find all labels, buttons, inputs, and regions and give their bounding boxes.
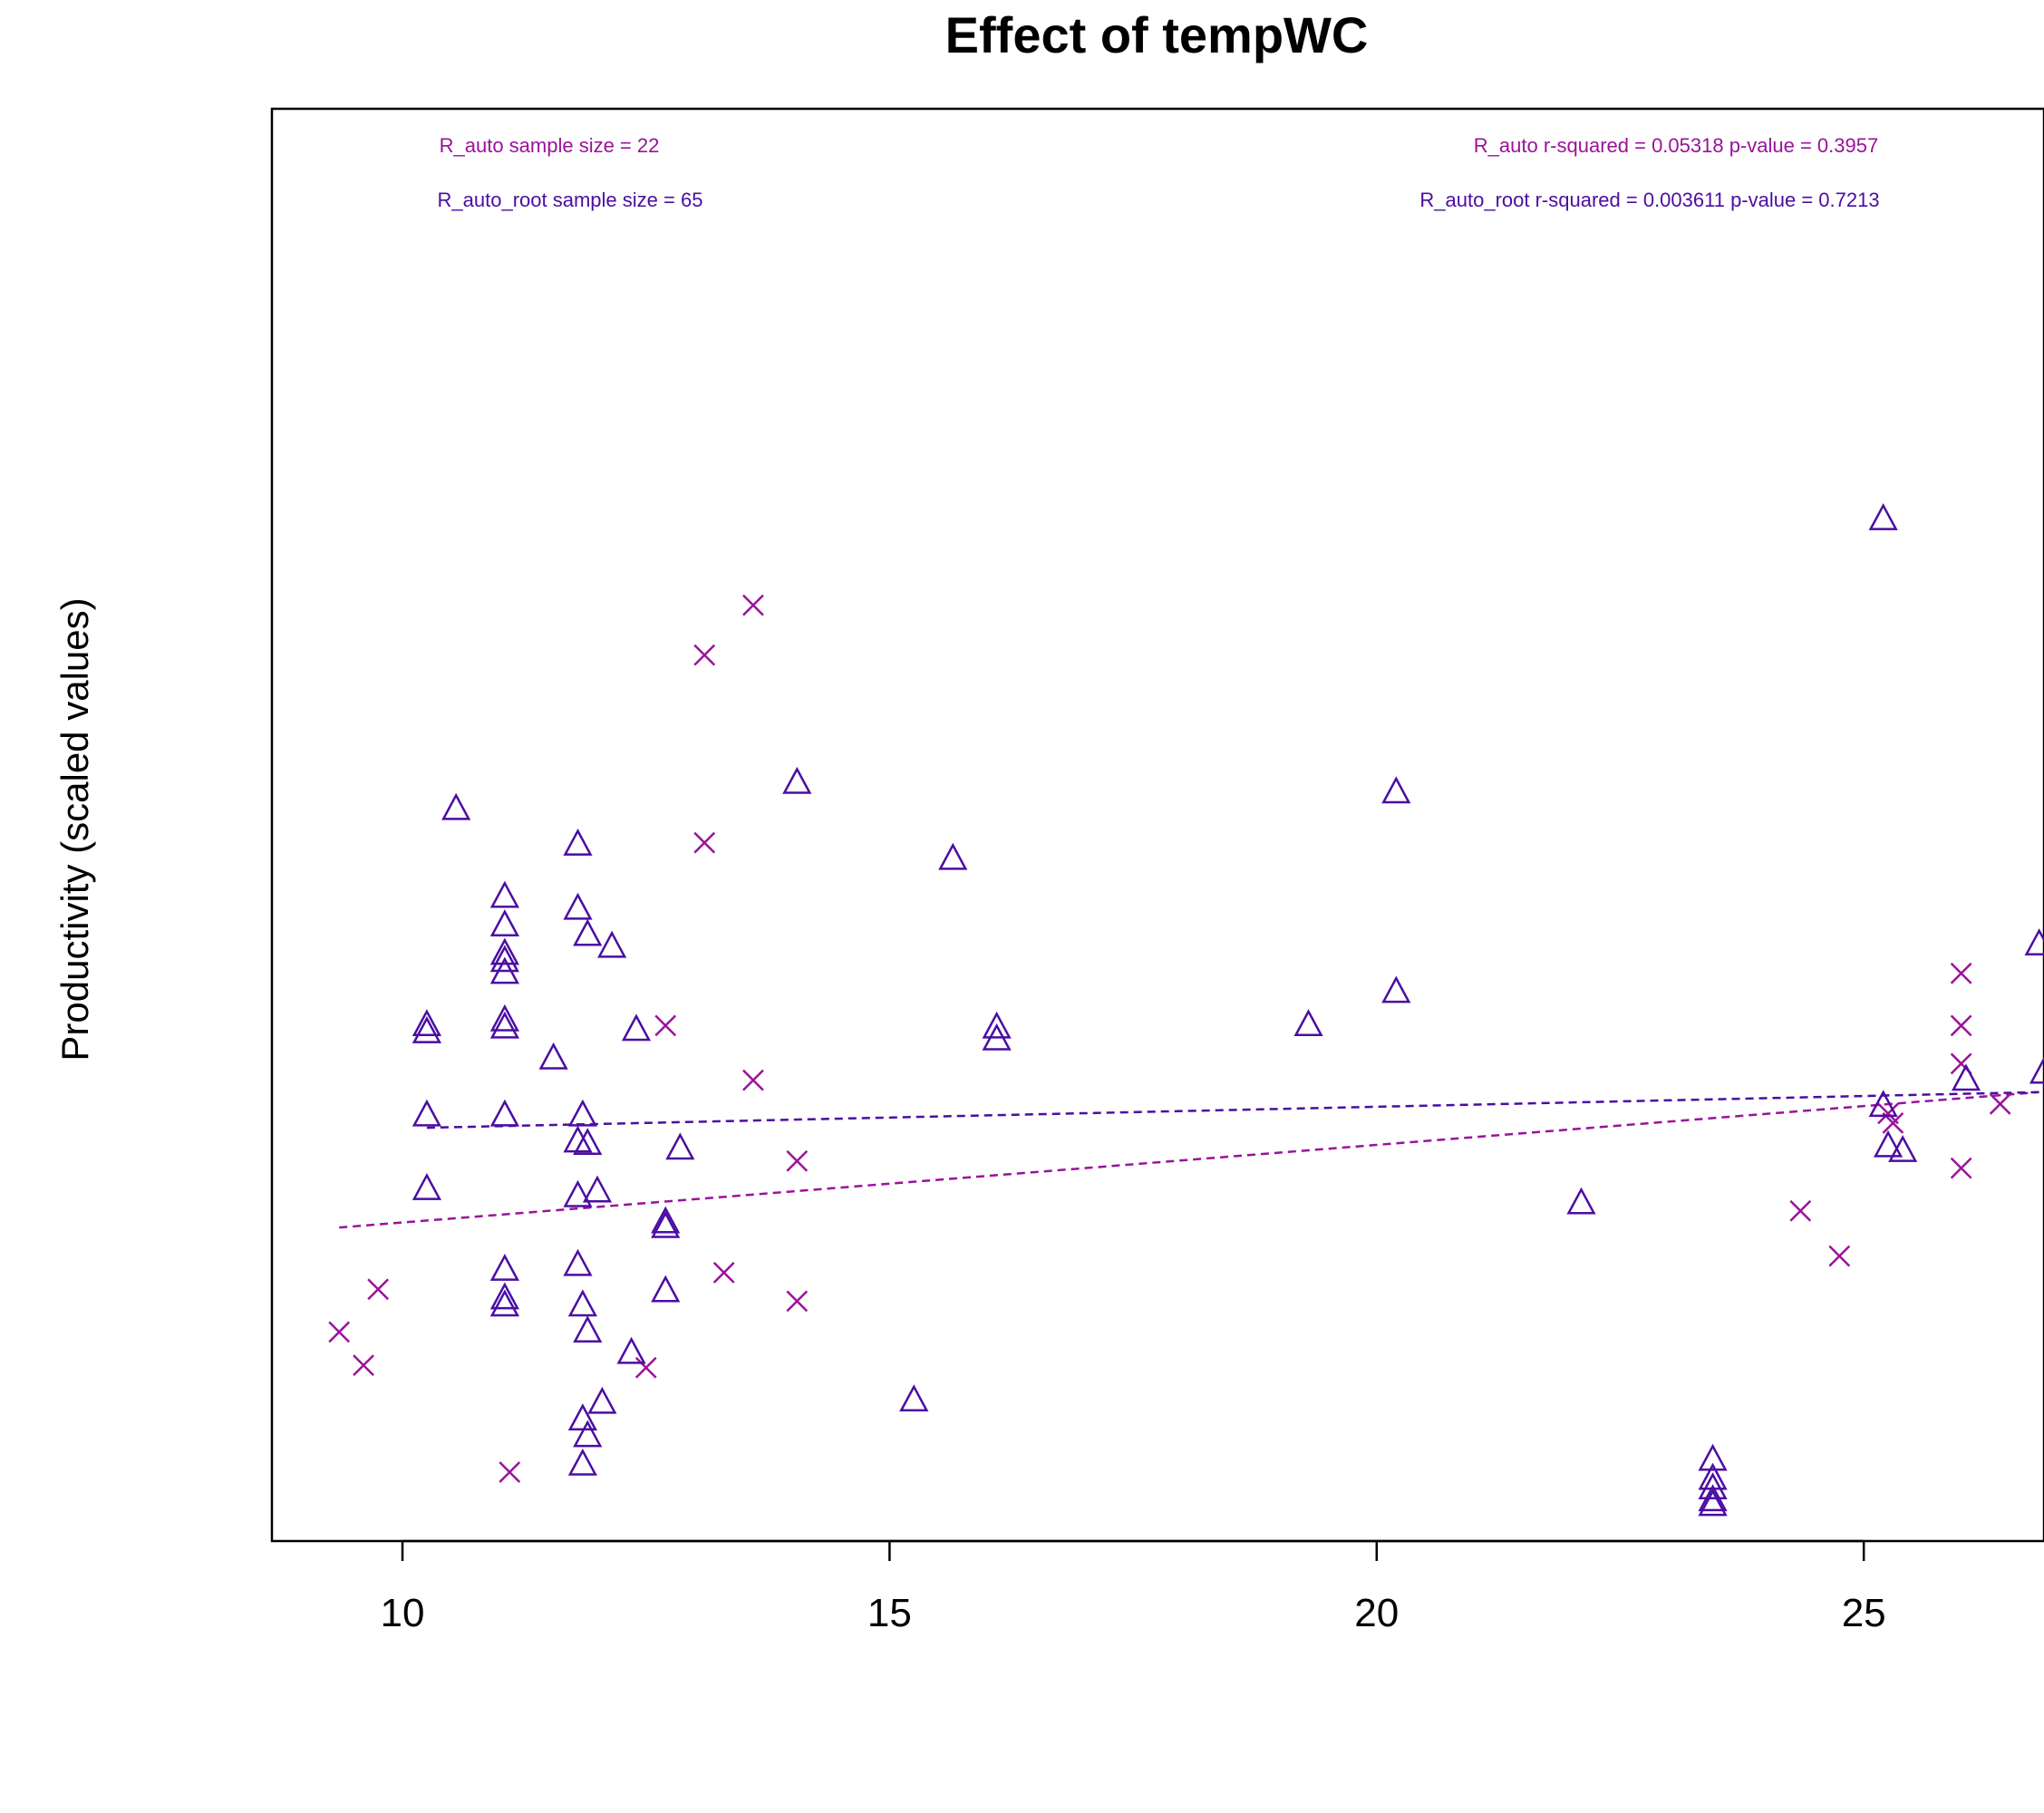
data-point-R_auto_root [1873,1129,1904,1158]
data-point-R_auto_root [651,1275,681,1303]
data-point-R_auto_root [1698,1472,1728,1499]
data-point-R_auto_root [982,1023,1012,1051]
data-point-R_auto_root [412,1172,441,1200]
data-point-R_auto_root [1698,1484,1728,1512]
data-point-R_auto_root [567,1448,597,1476]
data-point-R_auto_root [412,1009,441,1037]
data-point-R_auto [353,1354,374,1376]
annotation-root-sample-size: R_auto_root sample size = 65 [438,189,703,211]
data-point-R_auto_root [597,930,627,958]
data-point-R_auto [499,1461,521,1483]
data-point-R_auto_root [441,792,471,820]
data-point-R_auto [693,831,716,854]
data-point-R_auto_root [563,829,593,856]
data-point-R_auto_root [489,880,519,908]
data-point-R_auto_root [587,1386,617,1414]
data-point-R_auto_root [489,945,519,973]
x-tick-label: 10 [381,1591,425,1635]
data-point-R_auto [1828,1245,1851,1267]
data-point-R_auto_root [616,1336,646,1364]
fit-line-R_auto [339,1091,2039,1229]
data-point-R_auto [742,594,764,616]
data-point-R_auto [693,644,716,666]
data-point-R_auto_root [489,1254,519,1281]
data-point-R_auto [367,1278,390,1301]
data-point-R_auto [635,1356,657,1379]
data-point-R_auto_root [1698,1443,1728,1471]
data-point-R_auto_root [982,1011,1012,1039]
data-point-R_auto_root [1566,1187,1596,1215]
data-point-R_auto_root [1381,975,1411,1003]
data-point-R_auto_root [1951,1063,1981,1091]
data-point-R_auto_root [573,1420,603,1448]
data-point-R_auto_root [651,1206,681,1234]
data-point-R_auto_root [2029,1056,2044,1084]
annotation-auto-stats: R_auto r-squared = 0.05318 p-value = 0.3… [1474,134,1878,157]
data-point-R_auto_root [567,1099,597,1127]
x-tick-label: 15 [867,1591,912,1635]
data-point-R_auto_root [665,1132,695,1160]
data-point-R_auto_root [573,1315,603,1343]
data-point-R_auto [1950,1014,1972,1037]
data-point-R_auto_root [573,918,603,946]
annotation-root-stats: R_auto_root r-squared = 0.003611 p-value… [1419,189,1879,211]
data-point-R_auto_root [938,842,968,870]
data-point-R_auto_root [1381,776,1411,804]
data-point-R_auto_root [2024,928,2044,955]
data-point-R_auto_root [1868,1090,1898,1118]
x-tick-label: 25 [1842,1591,1886,1635]
data-point-R_auto [786,1149,809,1172]
data-point-R_auto_root [1868,503,1898,530]
data-point-R_auto [742,1069,764,1091]
data-point-R_auto_root [489,1289,519,1317]
plot-frame [270,107,2044,1543]
data-point-R_auto_root [567,1289,597,1317]
data-point-R_auto_root [538,1042,568,1070]
data-point-R_auto_root [563,1179,593,1207]
x-tick-label: 20 [1354,1591,1399,1635]
data-point-R_auto [1950,1157,1972,1179]
data-point-R_auto [786,1290,809,1313]
data-point-R_auto_root [573,1128,603,1156]
chart-title: Effect of tempWC [945,6,1369,63]
data-point-R_auto [1989,1092,2011,1115]
data-point-R_auto_root [651,1210,681,1238]
data-point-R_auto [654,1014,677,1037]
data-point-R_auto_root [899,1384,929,1412]
data-point-R_auto_root [489,1099,519,1127]
data-points [328,503,2044,1517]
data-point-R_auto_root [782,766,812,794]
data-point-R_auto_root [489,937,519,965]
data-point-R_auto [712,1262,735,1284]
data-point-R_auto_root [412,1099,441,1127]
data-point-R_auto_root [1888,1135,1918,1162]
data-point-R_auto_root [563,1125,593,1153]
data-point-R_auto_root [489,1011,519,1039]
data-point-R_auto_root [582,1175,613,1203]
fit-lines [339,1091,2039,1229]
data-point-R_auto_root [412,1016,441,1043]
data-point-R_auto_root [1698,1488,1728,1517]
data-point-R_auto_root [563,892,593,920]
data-point-R_auto_root [489,956,519,984]
x-axis: 10 15 20 25 [381,1539,1886,1635]
data-point-R_auto [1950,962,1972,984]
annotation-auto-sample-size: R_auto sample size = 22 [440,134,660,157]
data-point-R_auto_root [563,1248,593,1276]
data-point-R_auto_root [489,909,519,936]
data-point-R_auto_root [621,1013,652,1042]
fit-line-R_auto_root [426,1091,2039,1129]
data-point-R_auto_root [489,1003,519,1032]
data-point-R_auto_root [489,1282,519,1310]
data-point-R_auto [328,1321,351,1343]
y-axis-label: Productivity (scaled values) [53,597,96,1061]
data-point-R_auto_root [1293,1009,1323,1037]
data-point-R_auto [1789,1199,1812,1222]
